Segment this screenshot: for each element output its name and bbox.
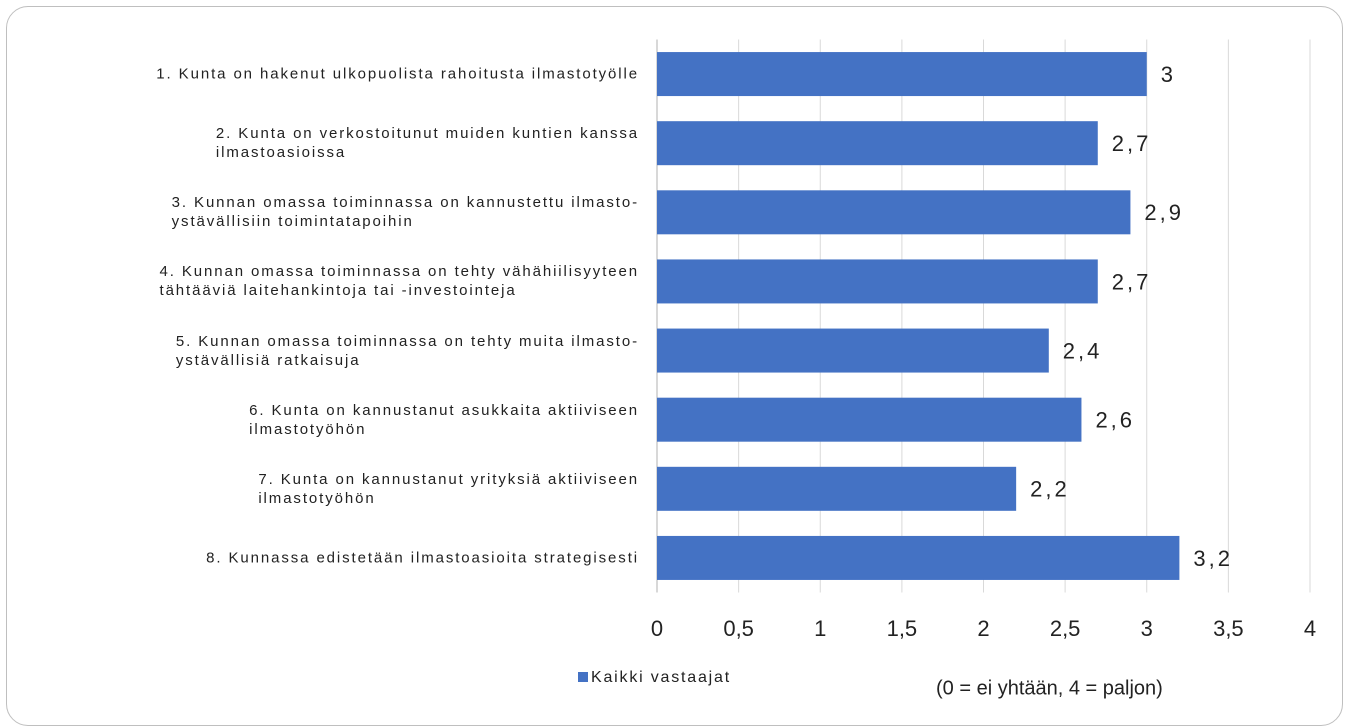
legend-label: Kaikki vastaajat bbox=[591, 669, 731, 686]
bar bbox=[657, 466, 1017, 511]
y-tick-label: 1. Kunta on hakenut ulkopuolista rahoitu… bbox=[156, 65, 639, 83]
chart: 0 0,5 1 1,5 2 2,5 3 3,5 4 3 2,7 2,9 2,7 2,4 2,6 2,2 3,2 K… bbox=[578, 39, 1316, 699]
data-label: 2,2 bbox=[1030, 477, 1070, 502]
bar bbox=[657, 397, 1082, 442]
y-tick-label: 5. Kunnan omassa toiminnassa on tehty mu… bbox=[175, 332, 639, 369]
bar bbox=[657, 190, 1131, 235]
bar bbox=[657, 121, 1098, 166]
x-tick-label: 4 bbox=[1304, 616, 1316, 641]
x-tick-label: 2 bbox=[977, 616, 989, 641]
bar bbox=[657, 52, 1147, 97]
data-label: 2,6 bbox=[1095, 408, 1135, 433]
x-tick-label: 0,5 bbox=[723, 616, 754, 641]
data-label: 2,7 bbox=[1112, 131, 1152, 156]
bar bbox=[657, 259, 1098, 304]
data-label: 3 bbox=[1161, 62, 1176, 87]
x-tick-label: 1 bbox=[814, 616, 826, 641]
y-tick-label: 2. Kunta on verkostoitunut muiden kuntie… bbox=[215, 125, 639, 162]
y-tick-label: 4. Kunnan omassa toiminnassa on tehty vä… bbox=[159, 263, 639, 300]
bar bbox=[657, 328, 1049, 373]
x-tick-label: 3,5 bbox=[1213, 616, 1244, 641]
x-tick-label: 0 bbox=[651, 616, 663, 641]
legend-swatch bbox=[578, 672, 588, 682]
y-tick-label: 6. Kunta on kannustanut asukkaita aktiiv… bbox=[249, 401, 639, 438]
data-label: 2,9 bbox=[1144, 200, 1184, 225]
x-tick-label: 1,5 bbox=[887, 616, 918, 641]
x-tick-label: 2,5 bbox=[1050, 616, 1081, 641]
y-tick-label: 7. Kunta on kannustanut yrityksiä aktiiv… bbox=[258, 470, 639, 507]
data-label: 3,2 bbox=[1193, 546, 1233, 571]
y-tick-label: 3. Kunnan omassa toiminnassa on kannuste… bbox=[171, 194, 639, 231]
data-label: 2,7 bbox=[1112, 269, 1152, 294]
x-tick-label: 3 bbox=[1141, 616, 1153, 641]
data-label: 2,4 bbox=[1063, 338, 1103, 363]
y-tick-label: 8. Kunnassa edistetään ilmastoasioita st… bbox=[206, 549, 639, 567]
bar bbox=[657, 535, 1180, 580]
annotation: (0 = ei yhtään, 4 = paljon) bbox=[936, 677, 1163, 699]
